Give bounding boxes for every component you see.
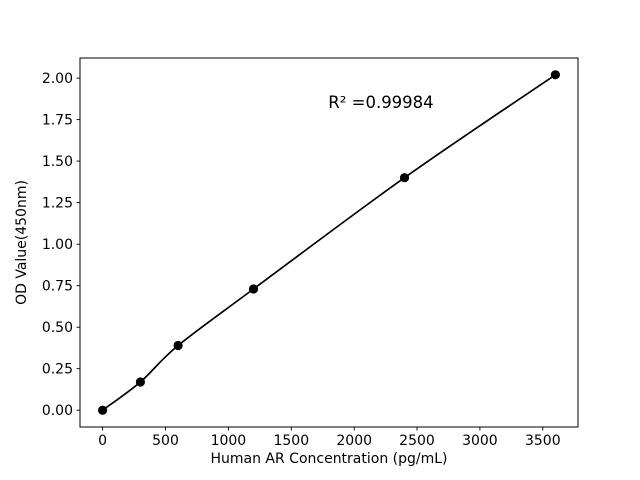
- axis-ticks: 0 500 1000 1500 2000 2500 3000 3500 0.00 0.25 0.50…: [42, 71, 561, 449]
- x-tick-label: 500: [152, 433, 179, 449]
- y-tick-label: 1.00: [42, 237, 73, 253]
- y-axis-label: OD Value(450nm): [14, 180, 30, 305]
- x-tick-label: 2500: [399, 433, 435, 449]
- data-point: [399, 173, 410, 183]
- y-tick-label: 0.00: [42, 403, 73, 419]
- data-point: [135, 377, 145, 387]
- x-tick-label: 3500: [525, 433, 561, 449]
- axes-spines: [79, 57, 579, 428]
- data-series: [98, 70, 561, 415]
- y-tick-label: 0.25: [42, 362, 73, 378]
- data-point: [248, 284, 259, 294]
- x-axis-label: Human AR Concentration (pg/mL): [210, 451, 447, 467]
- y-tick-label: 0.75: [42, 279, 73, 295]
- data-point: [550, 70, 561, 80]
- x-tick-label: 2000: [336, 433, 372, 449]
- r-squared-annotation: R² =0.99984: [328, 93, 433, 112]
- x-tick-label: 1000: [211, 433, 247, 449]
- y-tick-label: 1.50: [42, 154, 73, 170]
- data-point: [173, 340, 183, 351]
- y-tick-label: 1.25: [42, 195, 73, 211]
- x-tick-label: 3000: [462, 433, 498, 449]
- data-point: [98, 405, 108, 415]
- x-tick-label: 1500: [273, 433, 309, 449]
- x-tick-label: 0: [98, 433, 107, 449]
- y-tick-label: 1.75: [42, 112, 73, 128]
- y-tick-label: 2.00: [42, 71, 73, 87]
- y-tick-label: 0.50: [42, 320, 73, 336]
